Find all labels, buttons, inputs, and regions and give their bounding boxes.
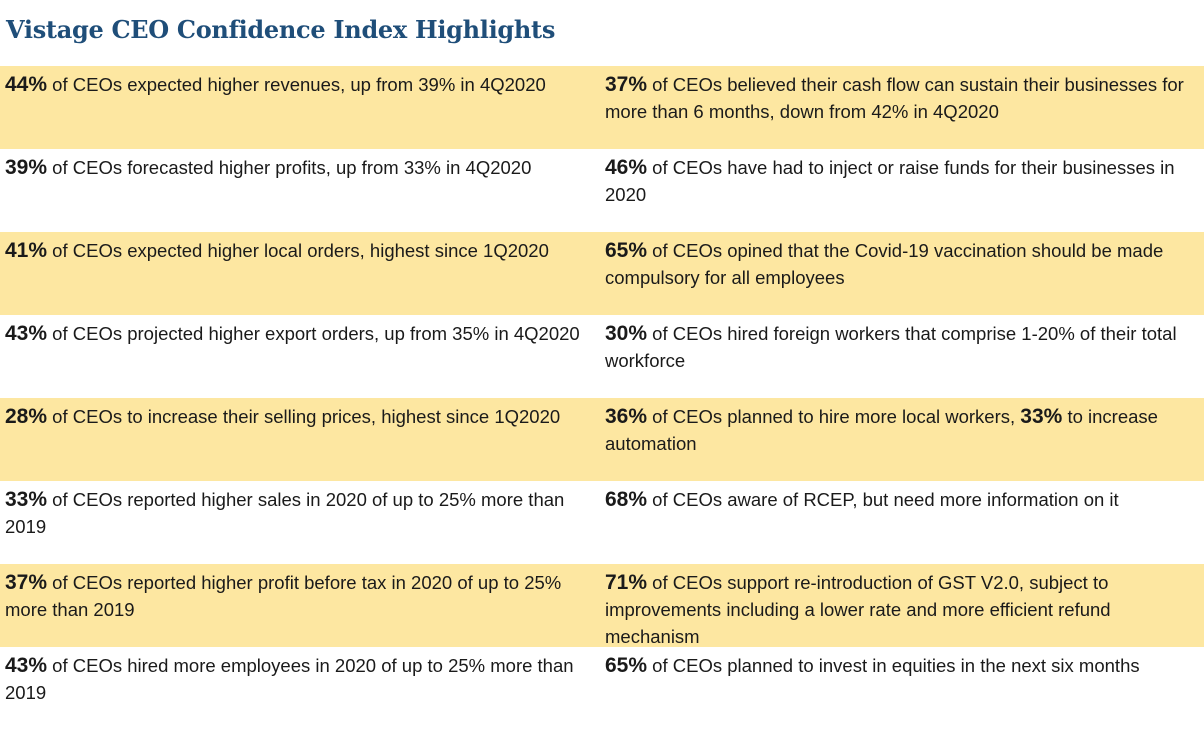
highlight-text: of CEOs opined that the Covid-19 vaccina… [605, 240, 1164, 288]
highlight-left: 43% of CEOs hired more employees in 2020… [0, 647, 600, 707]
highlight-row: 28% of CEOs to increase their selling pr… [0, 398, 1204, 481]
highlight-left: 41% of CEOs expected higher local orders… [0, 232, 600, 315]
highlight-percent: 30% [605, 322, 648, 345]
highlight-text: of CEOs forecasted higher profits, up fr… [47, 157, 532, 178]
highlight-left: 43% of CEOs projected higher export orde… [0, 315, 600, 398]
highlight-percent: 46% [605, 156, 648, 179]
highlight-text: of CEOs aware of RCEP, but need more inf… [647, 489, 1119, 510]
highlight-text: of CEOs hired more employees in 2020 of … [5, 655, 574, 703]
highlight-percent: 37% [5, 571, 48, 594]
highlight-row: 43% of CEOs hired more employees in 2020… [0, 647, 1204, 707]
highlight-text: of CEOs to increase their selling prices… [47, 406, 561, 427]
highlight-percent: 39% [5, 156, 48, 179]
highlight-right: 71% of CEOs support re-introduction of G… [600, 564, 1204, 647]
highlight-right: 65% of CEOs planned to invest in equitie… [600, 647, 1204, 707]
highlight-left: 39% of CEOs forecasted higher profits, u… [0, 149, 600, 232]
highlight-row: 37% of CEOs reported higher profit befor… [0, 564, 1204, 647]
highlight-text: of CEOs expected higher revenues, up fro… [47, 74, 546, 95]
highlight-text: of CEOs believed their cash flow can sus… [605, 74, 1184, 122]
highlight-text: of CEOs planned to hire more local worke… [647, 406, 1021, 427]
highlight-text: of CEOs hired foreign workers that compr… [605, 323, 1177, 371]
highlight-percent: 43% [5, 322, 48, 345]
highlight-right: 68% of CEOs aware of RCEP, but need more… [600, 481, 1204, 564]
highlight-right: 65% of CEOs opined that the Covid-19 vac… [600, 232, 1204, 315]
highlight-row: 41% of CEOs expected higher local orders… [0, 232, 1204, 315]
highlight-percent: 36% [605, 405, 648, 428]
highlight-right: 46% of CEOs have had to inject or raise … [600, 149, 1204, 232]
highlight-right: 37% of CEOs believed their cash flow can… [600, 66, 1204, 149]
highlight-percent: 44% [5, 73, 48, 96]
highlight-percent: 65% [605, 654, 648, 677]
highlight-percent-secondary: 33% [1020, 405, 1063, 428]
highlight-left: 33% of CEOs reported higher sales in 202… [0, 481, 600, 564]
highlight-row: 43% of CEOs projected higher export orde… [0, 315, 1204, 398]
highlight-left: 44% of CEOs expected higher revenues, up… [0, 66, 600, 149]
highlight-left: 37% of CEOs reported higher profit befor… [0, 564, 600, 647]
highlight-row: 44% of CEOs expected higher revenues, up… [0, 66, 1204, 149]
page-title: Vistage CEO Confidence Index Highlights [6, 15, 556, 44]
highlight-text: of CEOs support re-introduction of GST V… [605, 572, 1111, 647]
highlight-percent: 65% [605, 239, 648, 262]
highlights-grid: 44% of CEOs expected higher revenues, up… [0, 66, 1204, 707]
highlight-percent: 41% [5, 239, 48, 262]
highlight-text-secondary: to increase automation [605, 406, 1158, 454]
highlight-text: of CEOs projected higher export orders, … [47, 323, 580, 344]
highlight-percent: 71% [605, 571, 648, 594]
highlight-row: 39% of CEOs forecasted higher profits, u… [0, 149, 1204, 232]
highlight-left: 28% of CEOs to increase their selling pr… [0, 398, 600, 481]
highlight-row: 33% of CEOs reported higher sales in 202… [0, 481, 1204, 564]
highlight-text: of CEOs reported higher sales in 2020 of… [5, 489, 565, 537]
highlight-text: of CEOs expected higher local orders, hi… [47, 240, 549, 261]
highlight-text: of CEOs have had to inject or raise fund… [605, 157, 1175, 205]
highlight-percent: 43% [5, 654, 48, 677]
highlight-text: of CEOs planned to invest in equities in… [647, 655, 1140, 676]
highlight-percent: 37% [605, 73, 648, 96]
highlight-percent: 68% [605, 488, 648, 511]
highlight-percent: 33% [5, 488, 48, 511]
highlight-right: 36% of CEOs planned to hire more local w… [600, 398, 1204, 481]
highlight-right: 30% of CEOs hired foreign workers that c… [600, 315, 1204, 398]
highlight-text: of CEOs reported higher profit before ta… [5, 572, 562, 620]
highlight-percent: 28% [5, 405, 48, 428]
